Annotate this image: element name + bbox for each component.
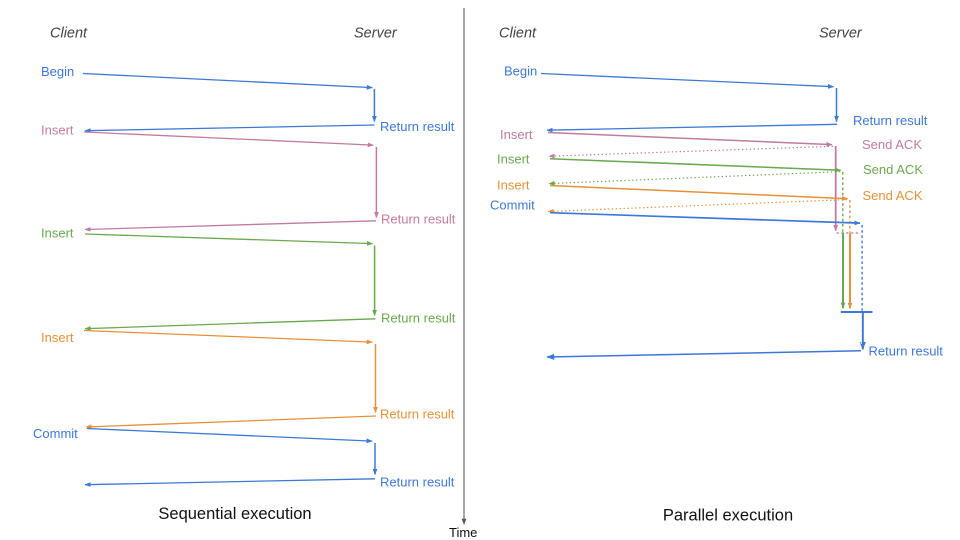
svg-text:Insert: Insert [41,330,74,345]
svg-text:Client: Client [50,26,88,42]
svg-text:Client: Client [499,26,537,42]
svg-text:Sequential execution: Sequential execution [158,505,311,523]
svg-text:Return result: Return result [380,119,455,134]
svg-text:Time: Time [449,525,477,540]
svg-text:Return result: Return result [853,113,928,128]
svg-text:Return result: Return result [381,311,456,326]
svg-text:Insert: Insert [500,127,533,142]
svg-text:Insert: Insert [41,123,74,138]
svg-text:Return result: Return result [381,212,456,227]
svg-text:Commit: Commit [33,426,78,441]
svg-text:Server: Server [819,26,863,42]
svg-text:Return result: Return result [380,407,455,422]
svg-text:Send ACK: Send ACK [863,162,923,177]
svg-text:Send ACK: Send ACK [862,137,922,152]
svg-text:Insert: Insert [41,226,74,241]
svg-text:Send ACK: Send ACK [863,188,923,203]
svg-text:Insert: Insert [497,152,530,167]
svg-text:Begin: Begin [504,64,537,79]
svg-text:Parallel execution: Parallel execution [663,507,793,525]
svg-text:Server: Server [354,26,398,42]
svg-text:Return result: Return result [380,475,455,490]
svg-text:Insert: Insert [497,178,530,193]
svg-text:Return result: Return result [869,343,944,358]
svg-text:Commit: Commit [490,198,535,213]
svg-text:Begin: Begin [41,64,74,79]
